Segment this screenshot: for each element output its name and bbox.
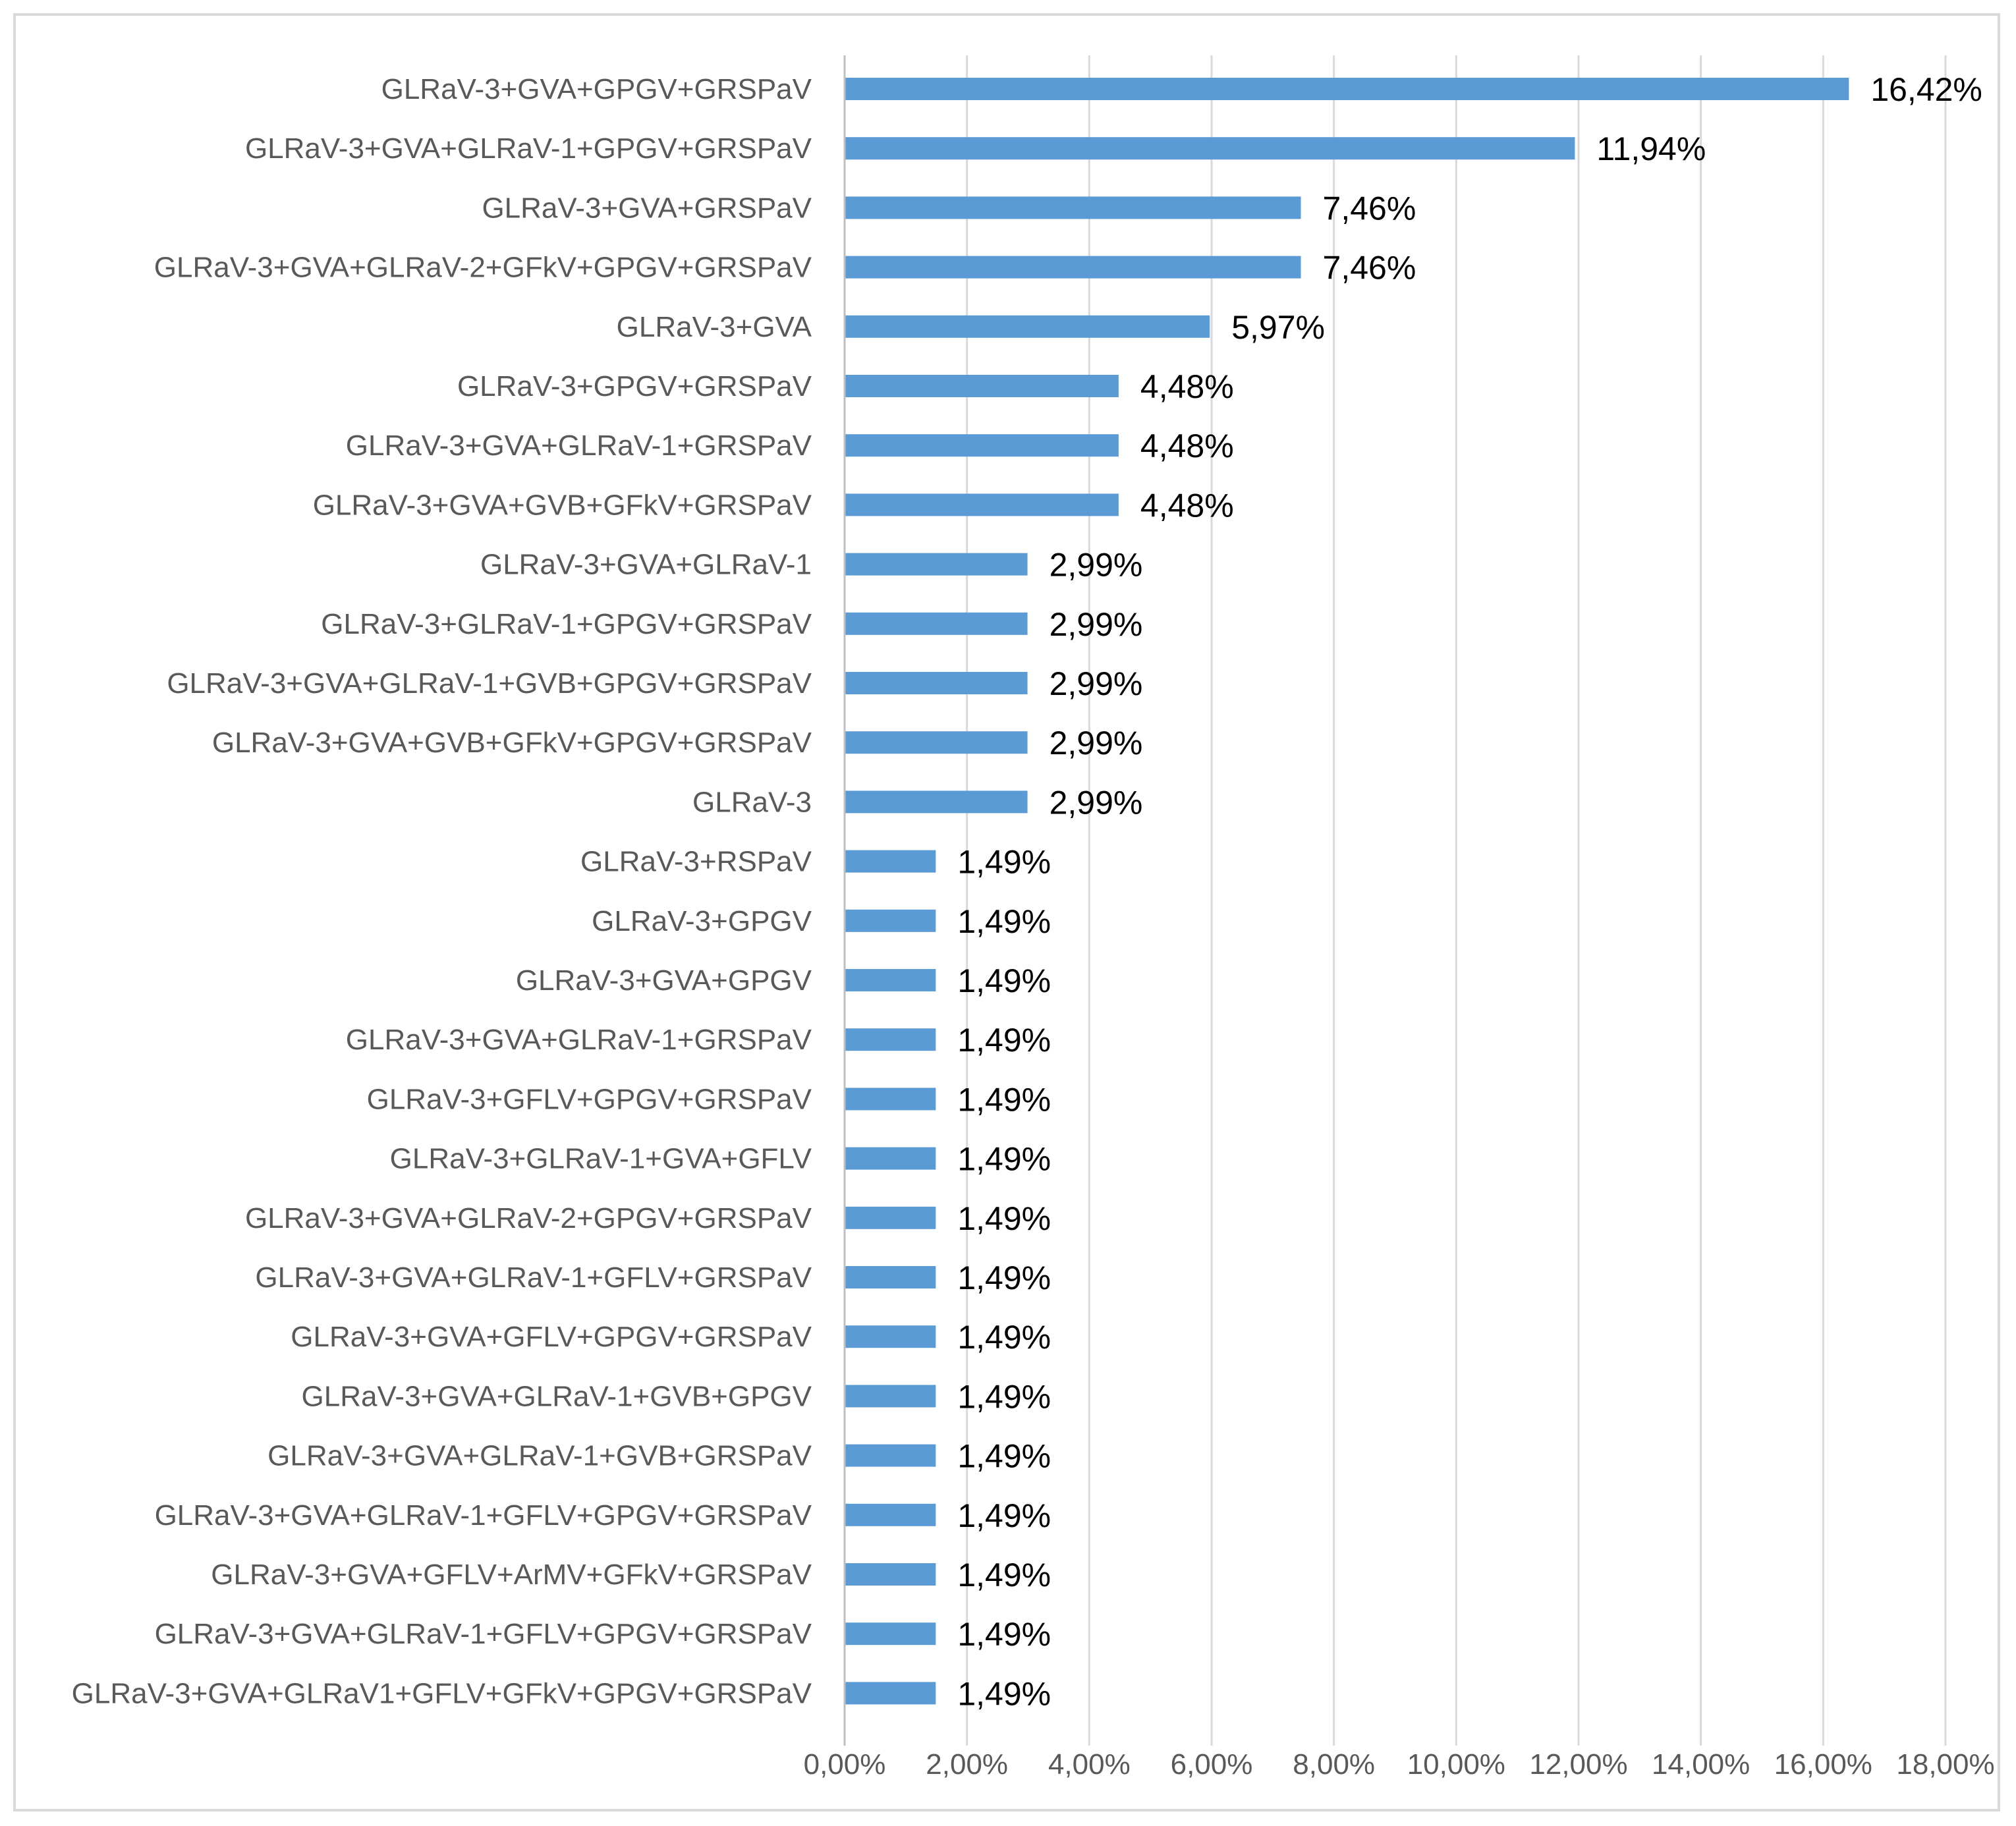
data-label: 1,49% <box>957 962 1051 999</box>
category-label: GLRaV-3+GVA+GLRaV-1+GPGV+GRSPaV <box>245 132 812 165</box>
category-label: GLRaV-3+GVA+GLRaV-2+GPGV+GRSPaV <box>245 1202 812 1234</box>
category-label: GLRaV-3+GVA+GPGV+GRSPaV <box>381 73 812 105</box>
category-label: GLRaV-3+GVA+GVB+GFkV+GRSPaV <box>313 489 812 521</box>
category-label: GLRaV-3+GLRaV-1+GPGV+GRSPaV <box>321 608 812 640</box>
bar <box>845 909 936 932</box>
data-label: 4,48% <box>1140 428 1234 464</box>
bar <box>845 672 1028 694</box>
bar <box>845 1325 936 1348</box>
bar <box>845 731 1028 754</box>
bar <box>845 1266 936 1288</box>
category-label: GLRaV-3+GVA+GFLV+ArMV+GFkV+GRSPaV <box>211 1559 812 1591</box>
bar <box>845 1563 936 1586</box>
category-label: GLRaV-3+GVA <box>617 311 812 343</box>
bar <box>845 196 1301 219</box>
data-label: 1,49% <box>957 1675 1051 1712</box>
bar <box>845 1147 936 1170</box>
x-tick-label: 16,00% <box>1774 1748 1872 1781</box>
bar <box>845 1028 936 1051</box>
x-tick-label: 14,00% <box>1652 1748 1750 1781</box>
bar <box>845 1088 936 1111</box>
data-label: 1,49% <box>957 1081 1051 1118</box>
data-label: 7,46% <box>1323 190 1416 227</box>
bar <box>845 434 1119 457</box>
category-label: GLRaV-3+GVA+GLRaV-1+GFLV+GRSPaV <box>255 1261 812 1294</box>
data-label: 7,46% <box>1323 250 1416 287</box>
chart-frame <box>13 13 2000 1812</box>
data-label: 1,49% <box>957 1497 1051 1534</box>
data-label: 2,99% <box>1050 606 1143 643</box>
data-label: 1,49% <box>957 1378 1051 1415</box>
category-label: GLRaV-3+GPGV <box>592 905 812 937</box>
gridlines <box>966 55 1947 1746</box>
bar <box>845 850 936 873</box>
bar <box>845 969 936 991</box>
category-label: GLRaV-3+GVA+GFLV+GPGV+GRSPaV <box>291 1321 812 1353</box>
data-label: 2,99% <box>1050 665 1143 702</box>
data-label: 4,48% <box>1140 368 1234 405</box>
category-label: GLRaV-3+GVA+GLRaV-1 <box>480 549 812 581</box>
data-label: 16,42% <box>1870 71 1982 108</box>
bar <box>845 375 1119 397</box>
bar <box>845 78 1849 100</box>
bar <box>845 137 1575 160</box>
category-label: GLRaV-3+GVA+GLRaV-1+GVB+GRSPaV <box>267 1440 812 1472</box>
category-label: GLRaV-3+GVA+GLRaV-1+GVB+GPGV <box>302 1380 812 1412</box>
x-tick-label: 18,00% <box>1896 1748 1994 1781</box>
category-label: GLRaV-3+GVA+GRSPaV <box>482 192 812 224</box>
data-label: 5,97% <box>1231 309 1325 346</box>
bar <box>845 1682 936 1705</box>
data-label: 1,49% <box>957 1557 1051 1593</box>
data-label: 1,49% <box>957 1141 1051 1178</box>
x-tick-label: 12,00% <box>1529 1748 1627 1781</box>
category-label: GLRaV-3+GVA+GLRaV-1+GRSPaV <box>346 1024 812 1056</box>
category-label: GLRaV-3+GVA+GLRaV-1+GVB+GPGV+GRSPaV <box>167 667 812 700</box>
bar <box>845 612 1028 635</box>
x-tick-label: 2,00% <box>926 1748 1008 1781</box>
data-label: 11,94% <box>1596 130 1706 167</box>
category-label: GLRaV-3+GPGV+GRSPaV <box>457 370 812 402</box>
x-tick-label: 4,00% <box>1048 1748 1131 1781</box>
category-label: GLRaV-3+GFLV+GPGV+GRSPaV <box>367 1083 812 1115</box>
bar <box>845 1503 936 1526</box>
bars <box>845 78 1849 1705</box>
data-label: 1,49% <box>957 844 1051 881</box>
x-tick-label: 10,00% <box>1407 1748 1505 1781</box>
data-label: 1,49% <box>957 1200 1051 1237</box>
bar <box>845 315 1210 338</box>
data-label: 1,49% <box>957 1438 1051 1475</box>
category-label: GLRaV-3+GVA+GLRaV1+GFLV+GFkV+GPGV+GRSPaV <box>72 1677 812 1709</box>
data-label: 2,99% <box>1050 784 1143 821</box>
category-label: GLRaV-3+GVA+GLRaV-1+GRSPaV <box>346 429 812 462</box>
data-label: 1,49% <box>957 1259 1051 1296</box>
bar <box>845 1385 936 1408</box>
category-label: GLRaV-3+GVA+GLRaV-1+GFLV+GPGV+GRSPaV <box>155 1499 812 1532</box>
category-label: GLRaV-3+GLRaV-1+GVA+GFLV <box>390 1143 812 1175</box>
x-tick-label: 0,00% <box>804 1748 886 1781</box>
data-label: 1,49% <box>957 903 1051 940</box>
bar <box>845 256 1301 279</box>
data-label: 1,49% <box>957 1022 1051 1059</box>
data-label: 4,48% <box>1140 487 1234 524</box>
data-label: 2,99% <box>1050 547 1143 584</box>
bar <box>845 790 1028 814</box>
x-tick-label: 8,00% <box>1293 1748 1375 1781</box>
category-label: GLRaV-3+GVA+GLRaV-2+GFkV+GPGV+GRSPaV <box>154 252 812 284</box>
bar <box>845 1622 936 1646</box>
category-label: GLRaV-3+GVA+GLRaV-1+GFLV+GPGV+GRSPaV <box>155 1618 812 1650</box>
labels: 0,00% 2,00% 4,00% 6,00% 8,00% 10,00% 12,00% 14,… <box>72 71 1995 1781</box>
x-tick-label: 6,00% <box>1171 1748 1253 1781</box>
data-label: 1,49% <box>957 1319 1051 1356</box>
category-label: GLRaV-3+GVA+GPGV <box>516 964 812 997</box>
data-label: 2,99% <box>1050 725 1143 761</box>
bar <box>845 493 1119 516</box>
bar <box>845 553 1028 576</box>
category-label: GLRaV-3+RSPaV <box>580 846 812 878</box>
category-label: GLRaV-3+GVA+GVB+GFkV+GPGV+GRSPaV <box>212 727 812 759</box>
bar <box>845 1206 936 1229</box>
data-label: 1,49% <box>957 1616 1051 1653</box>
category-label: GLRaV-3 <box>692 786 812 818</box>
bar <box>845 1444 936 1467</box>
